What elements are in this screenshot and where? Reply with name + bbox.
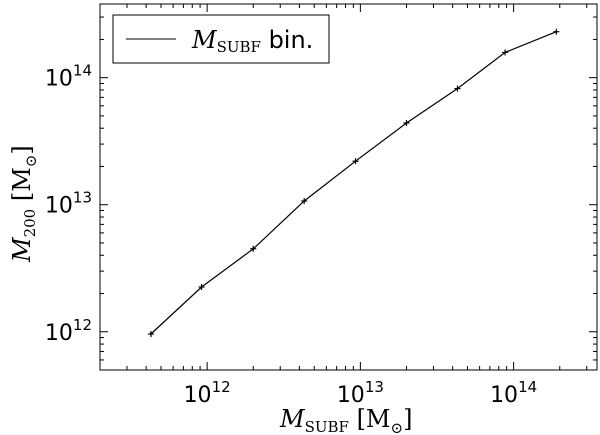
y-tick-label: 1012 [45,316,92,346]
legend-symbol: M [191,26,218,54]
y-axis-unit: [M [8,167,36,209]
x-axis-unit-close: ] [403,405,412,433]
y-axis-label: M200 [M⊙] [8,145,40,263]
y-tick-label-base: 10 [45,67,73,92]
y-tick-label-base: 10 [45,321,73,346]
y-axis-unit-close: ] [8,145,36,154]
y-tick-label-exp: 14 [73,62,92,80]
series-group [147,28,560,338]
y-axis-symbol: M [8,236,36,263]
y-tick-label-exp: 13 [73,189,92,207]
x-tick-label: 1013 [337,378,384,408]
x-tick-label: 1012 [184,378,231,408]
data-point [553,28,560,35]
x-axis-unit-sub: ⊙ [391,419,404,435]
legend-sub: SUBF [217,38,261,56]
legend-rest: bin. [261,26,313,54]
series-line-0 [150,31,557,335]
data-point [301,197,308,204]
data-point [454,85,461,92]
legend-label: MSUBF bin. [191,26,313,56]
y-tick-label: 1013 [45,189,92,219]
x-axis-unit: [M [349,405,391,433]
x-axis-sub: SUBF [305,418,349,435]
x-tick-label-exp: 14 [518,378,537,396]
x-axis-symbol: M [279,405,306,433]
plot-frame [99,3,598,371]
data-point [502,49,509,56]
x-tick-label-base: 10 [337,383,365,408]
x-tick-labels: 1012 1013 1014 [184,378,538,408]
y-tick-label-exp: 12 [73,316,92,334]
x-axis-label: MSUBF [M⊙] [279,405,412,435]
data-point [147,331,154,338]
data-point [198,284,205,291]
legend: MSUBF bin. [112,14,330,64]
x-tick-label-exp: 12 [212,378,231,396]
x-tick-label-exp: 13 [365,378,384,396]
data-point [250,245,257,252]
axis-ticks [99,4,597,371]
data-point [352,158,359,165]
y-tick-label: 1014 [45,62,92,92]
x-tick-label: 1014 [490,378,537,408]
y-axis-sub: 200 [21,209,39,238]
x-tick-label-base: 10 [184,383,212,408]
y-axis-unit-sub: ⊙ [22,155,40,168]
x-tick-label-base: 10 [490,383,518,408]
data-point [403,119,410,126]
y-tick-label-base: 10 [45,194,73,219]
